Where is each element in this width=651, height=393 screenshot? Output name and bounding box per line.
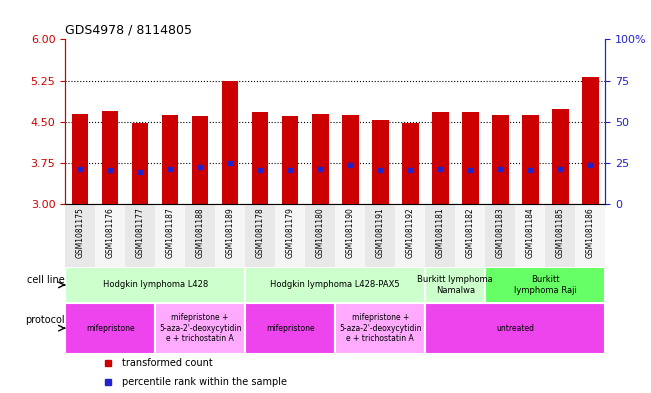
Bar (365, 204, 395, 267)
Text: GSM1081190: GSM1081190 (346, 208, 355, 258)
Bar (245, 303, 335, 354)
Text: mifepristone: mifepristone (86, 324, 135, 332)
Text: mifepristone +
5-aza-2'-deoxycytidin
e + trichostatin A: mifepristone + 5-aza-2'-deoxycytidin e +… (159, 313, 242, 343)
Text: GDS4978 / 8114805: GDS4978 / 8114805 (65, 24, 192, 37)
Bar (275, 204, 305, 267)
Bar (65, 204, 95, 267)
Text: GSM1081179: GSM1081179 (286, 208, 295, 258)
Text: GSM1081189: GSM1081189 (226, 208, 235, 258)
Text: GSM1081186: GSM1081186 (586, 208, 595, 258)
Bar (215, 204, 245, 267)
Text: mifepristone: mifepristone (266, 324, 314, 332)
Text: cell line: cell line (27, 275, 64, 285)
Bar (162, 115, 178, 204)
Text: GSM1081181: GSM1081181 (436, 208, 445, 258)
Bar (575, 204, 605, 267)
Text: GSM1081191: GSM1081191 (376, 208, 385, 258)
Bar (582, 77, 599, 204)
Bar (305, 204, 335, 267)
Text: GSM1081183: GSM1081183 (496, 208, 505, 258)
Bar (95, 204, 125, 267)
Bar (282, 116, 299, 204)
Bar (425, 204, 455, 267)
Bar (546, 204, 575, 267)
Text: GSM1081188: GSM1081188 (196, 208, 204, 258)
Bar (372, 120, 389, 204)
Text: GSM1081178: GSM1081178 (256, 208, 265, 258)
Bar (102, 111, 118, 204)
Bar (395, 204, 425, 267)
Text: untreated: untreated (496, 324, 534, 332)
Text: GSM1081192: GSM1081192 (406, 208, 415, 258)
Bar (125, 204, 155, 267)
Bar (462, 112, 478, 204)
Bar (65, 303, 155, 354)
Bar (486, 204, 516, 267)
Text: Burkitt
lymphoma Raji: Burkitt lymphoma Raji (514, 275, 577, 295)
Text: Burkitt lymphoma
Namalwa: Burkitt lymphoma Namalwa (417, 275, 493, 295)
Text: mifepristone +
5-aza-2'-deoxycytidin
e + trichostatin A: mifepristone + 5-aza-2'-deoxycytidin e +… (339, 313, 422, 343)
Bar (455, 204, 486, 267)
Bar (552, 109, 569, 204)
Text: GSM1081176: GSM1081176 (105, 208, 115, 258)
Bar (432, 112, 449, 204)
Bar (342, 115, 359, 204)
Text: protocol: protocol (25, 316, 64, 325)
Bar (192, 116, 208, 204)
Text: GSM1081182: GSM1081182 (466, 208, 475, 258)
Bar (425, 303, 605, 354)
Bar (516, 204, 546, 267)
Text: GSM1081187: GSM1081187 (165, 208, 174, 258)
Bar (155, 204, 185, 267)
Text: GSM1081184: GSM1081184 (526, 208, 535, 258)
Text: Hodgkin lymphoma L428-PAX5: Hodgkin lymphoma L428-PAX5 (270, 281, 400, 289)
Bar (185, 204, 215, 267)
Bar (402, 123, 419, 204)
Text: Hodgkin lymphoma L428: Hodgkin lymphoma L428 (102, 281, 208, 289)
Bar (492, 115, 508, 204)
Bar (155, 303, 245, 354)
Text: GSM1081180: GSM1081180 (316, 208, 325, 258)
Bar (72, 114, 89, 204)
Bar (335, 303, 425, 354)
Bar (425, 267, 486, 303)
Bar (486, 267, 605, 303)
Bar (222, 81, 238, 204)
Bar (335, 204, 365, 267)
Bar (522, 115, 538, 204)
Text: GSM1081185: GSM1081185 (556, 208, 565, 258)
Text: GSM1081175: GSM1081175 (76, 208, 85, 258)
Bar (65, 267, 245, 303)
Text: percentile rank within the sample: percentile rank within the sample (122, 377, 287, 387)
Bar (245, 204, 275, 267)
Text: transformed count: transformed count (122, 358, 213, 367)
Bar (252, 112, 268, 204)
Bar (132, 123, 148, 204)
Bar (312, 114, 329, 204)
Text: GSM1081177: GSM1081177 (135, 208, 145, 258)
Bar (245, 267, 425, 303)
